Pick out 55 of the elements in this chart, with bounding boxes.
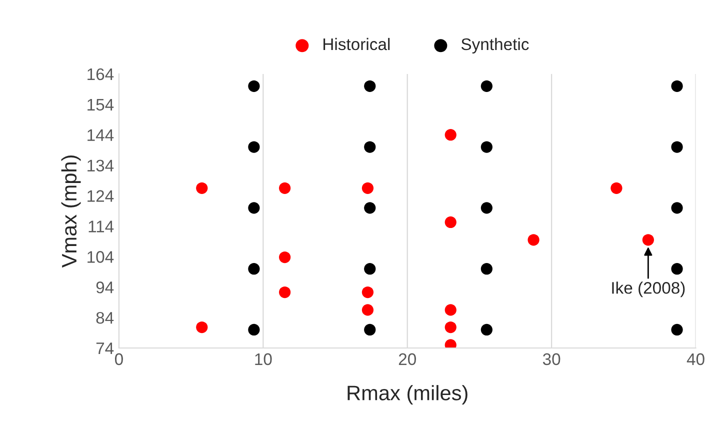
point xyxy=(444,304,456,316)
point xyxy=(278,251,291,264)
point xyxy=(671,202,683,214)
point xyxy=(444,216,456,228)
y-tick-label: 114 xyxy=(88,220,114,232)
y-tick-label: 74 xyxy=(96,342,114,354)
y-axis-title: Vmax (mph) xyxy=(61,156,81,268)
legend-label: Synthetic xyxy=(461,38,529,54)
x-tick-label: 30 xyxy=(542,353,560,366)
point xyxy=(196,182,208,194)
point xyxy=(480,324,492,336)
x-tick-label: 40 xyxy=(686,353,704,366)
point xyxy=(362,182,374,194)
point xyxy=(278,286,291,298)
x-tick-label: 10 xyxy=(255,353,272,366)
point xyxy=(671,80,683,92)
annotation: Ike (2008) xyxy=(612,282,685,298)
point xyxy=(362,304,374,316)
legend-label: Historical xyxy=(324,38,390,50)
x-tick-label: 20 xyxy=(398,353,416,366)
y-tick-label: 154 xyxy=(88,98,114,111)
point xyxy=(444,321,456,334)
point xyxy=(196,321,208,334)
point xyxy=(362,286,374,298)
point xyxy=(248,80,260,92)
point xyxy=(364,141,376,153)
y-tick-label: 94 xyxy=(96,282,114,294)
y-tick-label: 134 xyxy=(88,160,114,172)
point xyxy=(480,202,492,214)
point xyxy=(278,182,291,194)
point xyxy=(248,202,260,214)
y-tick-label: 84 xyxy=(96,312,114,324)
point xyxy=(364,202,376,214)
point xyxy=(364,263,376,275)
y-tick-label: 164 xyxy=(88,68,114,80)
point xyxy=(671,141,683,153)
point xyxy=(480,141,492,153)
point xyxy=(610,182,622,194)
y-tick-label: 144 xyxy=(88,129,114,141)
y-tick-label: 124 xyxy=(88,190,114,202)
point xyxy=(444,129,456,141)
point xyxy=(528,234,540,246)
x-tick-label: 0 xyxy=(114,353,123,366)
point xyxy=(480,80,492,92)
point xyxy=(480,263,492,275)
point xyxy=(671,324,683,336)
point xyxy=(248,263,260,275)
y-tick-label: 104 xyxy=(88,251,114,263)
point xyxy=(642,234,654,246)
x-axis-title: Rmax (miles) xyxy=(348,385,468,404)
point xyxy=(364,324,376,336)
point xyxy=(248,141,260,153)
point xyxy=(248,324,260,336)
point xyxy=(671,263,683,275)
point xyxy=(364,80,376,92)
